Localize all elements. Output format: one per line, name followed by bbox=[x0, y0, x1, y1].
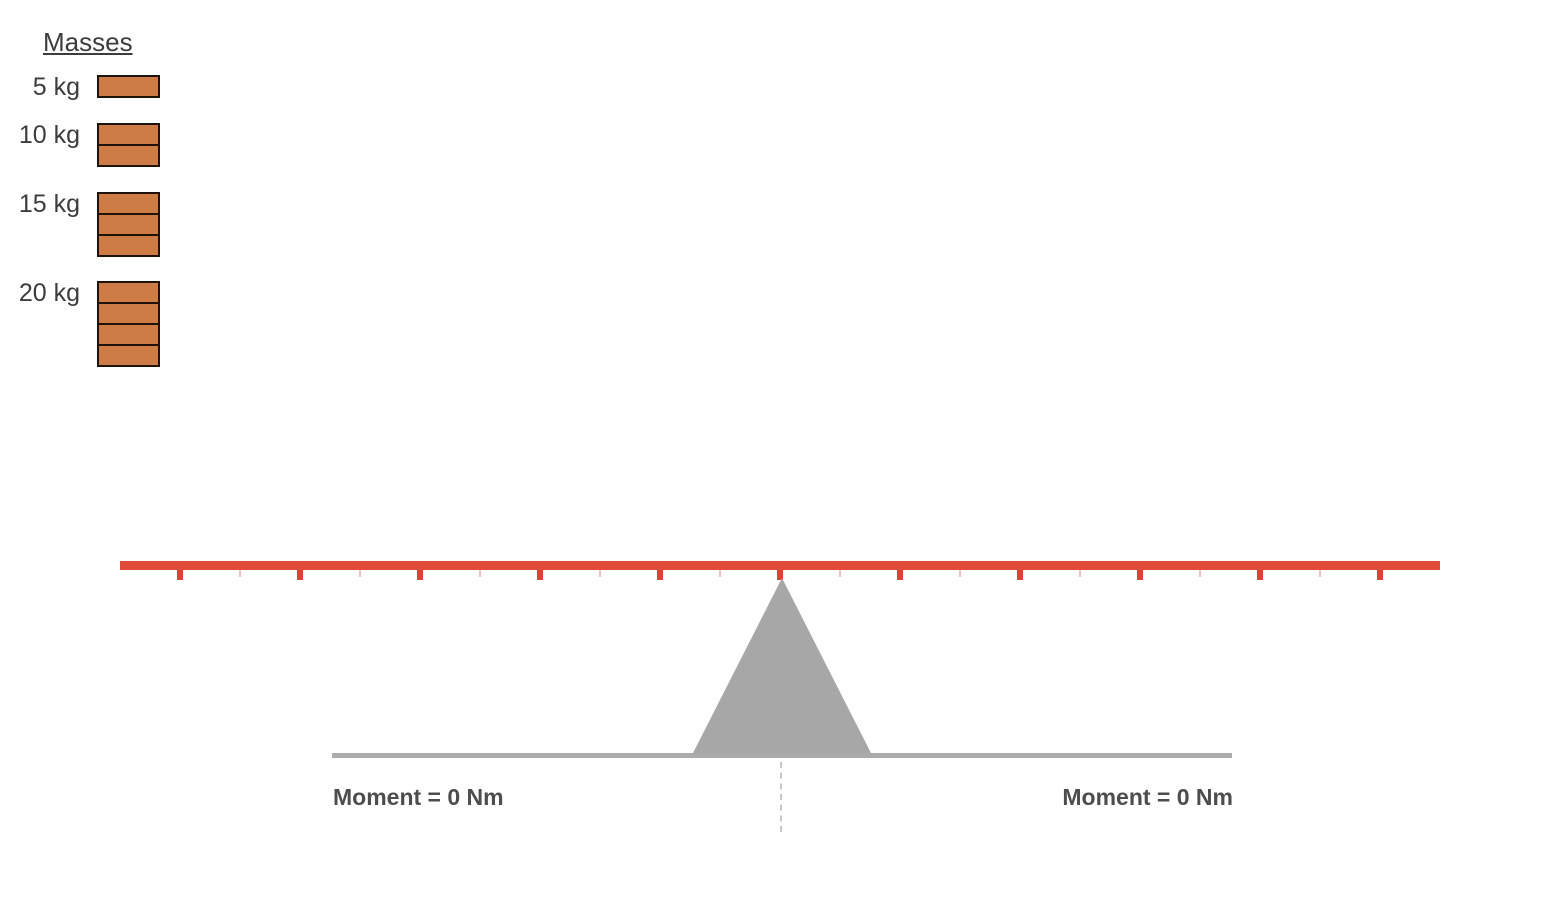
mass-brick[interactable] bbox=[97, 234, 160, 257]
beam-tick-minor bbox=[1079, 570, 1081, 577]
mass-brick[interactable] bbox=[97, 213, 160, 236]
beam-tick-major bbox=[417, 570, 423, 580]
beam-tick-major bbox=[177, 570, 183, 580]
ground-line bbox=[332, 753, 1232, 758]
beam-tick-major bbox=[1257, 570, 1263, 580]
beam-tick-major bbox=[657, 570, 663, 580]
beam-tick-minor bbox=[839, 570, 841, 577]
beam-tick-major bbox=[1017, 570, 1023, 580]
beam-tick-minor bbox=[359, 570, 361, 577]
mass-brick[interactable] bbox=[97, 281, 160, 304]
mass-brick[interactable] bbox=[97, 123, 160, 146]
mass-row-5-kg: 5 kg bbox=[0, 73, 160, 101]
beam-tick-major bbox=[897, 570, 903, 580]
palette-title: Masses bbox=[43, 27, 133, 57]
mass-label: 20 kg bbox=[18, 279, 80, 307]
beam-tick-minor bbox=[599, 570, 601, 577]
mass-brick[interactable] bbox=[97, 192, 160, 215]
beam-tick-major bbox=[1377, 570, 1383, 580]
mass-row-10-kg: 10 kg bbox=[0, 123, 160, 167]
mass-stack[interactable] bbox=[97, 192, 160, 257]
beam-tick-minor bbox=[239, 570, 241, 577]
beam-tick-minor bbox=[959, 570, 961, 577]
mass-brick[interactable] bbox=[97, 344, 160, 367]
moment-left-label: Moment = 0 Nm bbox=[333, 784, 504, 810]
beam-tick-minor bbox=[1199, 570, 1201, 577]
mass-brick[interactable] bbox=[97, 302, 160, 325]
beam-tick-minor bbox=[1319, 570, 1321, 577]
mass-label: 5 kg bbox=[32, 73, 80, 101]
mass-row-15-kg: 15 kg bbox=[0, 192, 160, 257]
beam[interactable] bbox=[120, 561, 1440, 570]
beam-tick-major bbox=[1137, 570, 1143, 580]
mass-stack[interactable] bbox=[97, 281, 160, 367]
center-dashed-line bbox=[780, 762, 782, 832]
beam-tick-minor bbox=[719, 570, 721, 577]
mass-stack[interactable] bbox=[97, 123, 160, 167]
mass-label: 15 kg bbox=[18, 190, 80, 218]
mass-brick[interactable] bbox=[97, 323, 160, 346]
mass-label: 10 kg bbox=[18, 121, 80, 149]
mass-row-20-kg: 20 kg bbox=[0, 281, 160, 367]
mass-brick[interactable] bbox=[97, 75, 160, 98]
mass-brick[interactable] bbox=[97, 144, 160, 167]
beam-tick-major bbox=[537, 570, 543, 580]
moment-right-label: Moment = 0 Nm bbox=[1062, 784, 1233, 810]
beam-tick-minor bbox=[479, 570, 481, 577]
mass-stack[interactable] bbox=[97, 75, 160, 98]
beam-tick-major bbox=[297, 570, 303, 580]
fulcrum-triangle bbox=[692, 578, 872, 755]
beam-tick-major bbox=[777, 570, 783, 580]
